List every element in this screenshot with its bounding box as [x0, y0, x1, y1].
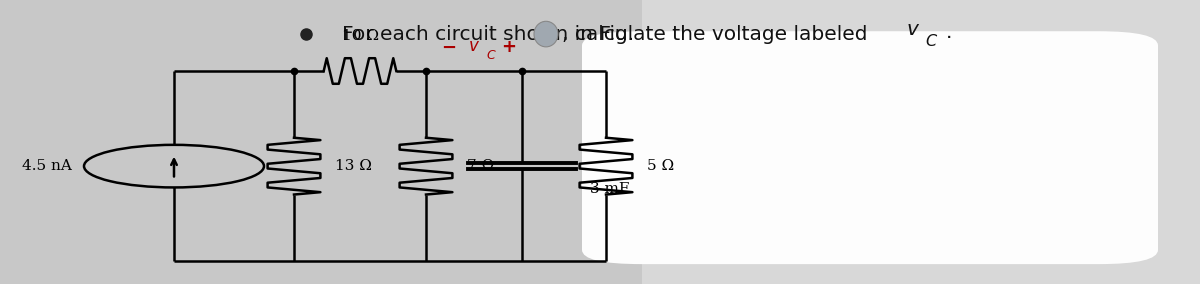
FancyBboxPatch shape	[582, 31, 1158, 264]
Text: $v$: $v$	[468, 38, 480, 55]
Text: , calculate the voltage labeled: , calculate the voltage labeled	[562, 25, 868, 43]
Text: .: .	[946, 23, 952, 42]
Text: 10 Ω: 10 Ω	[342, 29, 378, 43]
Text: 4.5 nA: 4.5 nA	[22, 159, 72, 173]
Ellipse shape	[534, 21, 558, 47]
Text: $C$: $C$	[925, 33, 938, 50]
Text: 7 Ω: 7 Ω	[467, 159, 494, 173]
Text: 13 Ω: 13 Ω	[335, 159, 372, 173]
Text: 5 Ω: 5 Ω	[647, 159, 674, 173]
Text: −: −	[440, 39, 456, 57]
Bar	[642, 0, 1200, 284]
Text: $C$: $C$	[486, 49, 497, 62]
Text: $v$: $v$	[906, 20, 920, 39]
Text: For each circuit shown in Fig.: For each circuit shown in Fig.	[342, 25, 634, 43]
Text: 3 mF: 3 mF	[590, 182, 630, 196]
Text: +: +	[502, 38, 516, 56]
